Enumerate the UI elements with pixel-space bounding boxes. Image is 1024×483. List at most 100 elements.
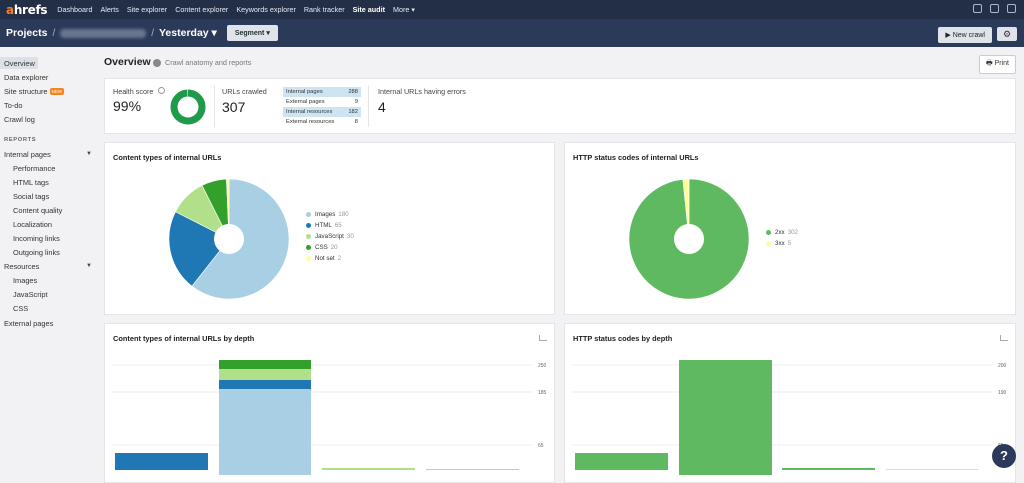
sidebar-item-resources[interactable]: Resources [4, 262, 40, 271]
nav-site-explorer[interactable]: Site explorer [126, 5, 168, 14]
sidebar-item-data-explorer[interactable]: Data explorer [4, 73, 49, 82]
breakdown-row[interactable]: External resources 8 [286, 119, 358, 125]
errors-label: Internal URLs having errors [378, 87, 466, 96]
health-score-value: 99% [113, 98, 142, 114]
bar-depth-3[interactable] [426, 469, 519, 470]
content-types-legend: Images 180 HTML 65 JavaScript 30 CSS 20 Not … [306, 209, 354, 264]
project-bar: Projects / / Yesterday ▾ Segment ▾ [0, 19, 1024, 47]
new-badge: NEW [49, 88, 65, 95]
sidebar-item-css[interactable]: CSS [13, 304, 29, 313]
chevron-down-icon[interactable]: ▼ [86, 263, 92, 269]
bar-chart-icon[interactable] [1000, 335, 1008, 341]
urls-crawled-value: 307 [222, 99, 246, 115]
bar-depth-1-css[interactable] [219, 360, 311, 369]
content-types-slice-html[interactable] [168, 211, 230, 287]
content-types-title: Content types of internal URLs [113, 153, 222, 162]
y-tick: 65 [538, 443, 544, 449]
bar-depth-0[interactable] [575, 453, 668, 470]
help-button[interactable]: ? [992, 444, 1016, 468]
sidebar-item-incoming-links[interactable]: Incoming links [13, 234, 60, 243]
gear-icon[interactable]: ⚙ [997, 27, 1017, 41]
ahrefs-logo[interactable]: ahrefs [6, 2, 48, 17]
health-donut [170, 89, 206, 125]
sidebar-selection [0, 57, 38, 69]
play-icon [153, 58, 161, 67]
y-tick: 185 [538, 390, 547, 396]
nav-site-audit[interactable]: Site audit [352, 5, 385, 14]
urls-crawled-label: URLs crawled [222, 87, 267, 96]
kpi-card [104, 78, 1016, 134]
breadcrumb-projects[interactable]: Projects [6, 27, 48, 39]
window-icon[interactable] [990, 4, 999, 13]
nav-alerts[interactable]: Alerts [100, 5, 119, 14]
period-selector[interactable]: Yesterday ▾ [159, 27, 217, 39]
nav-dashboard[interactable]: Dashboard [57, 5, 93, 14]
new-crawl-button[interactable]: ▶ New crawl [938, 27, 992, 43]
print-button[interactable]: 🖶 Print [979, 55, 1016, 74]
chevron-down-icon[interactable]: ▼ [86, 151, 92, 157]
account-icon[interactable] [1007, 4, 1016, 13]
bar-chart-icon[interactable] [539, 335, 547, 341]
url-breakdown: Internal pages 288 External pages 9 Intern… [283, 87, 361, 127]
legend-item-javascript[interactable]: JavaScript 30 [306, 231, 354, 242]
content-types-hole [214, 224, 244, 254]
bar-depth-1-html[interactable] [219, 380, 311, 389]
sidebar-item-images[interactable]: Images [13, 276, 38, 285]
http-status-pie[interactable] [628, 178, 750, 300]
sidebar-item-html-tags[interactable]: HTML tags [13, 178, 49, 187]
bell-icon[interactable] [973, 4, 982, 13]
http-status-title: HTTP status codes of internal URLs [573, 153, 699, 162]
legend-item-html[interactable]: HTML 65 [306, 220, 354, 231]
legend-item-not-set[interactable]: Not set 2 [306, 253, 354, 264]
sidebar-item-localization[interactable]: Localization [13, 220, 53, 229]
legend-item-3xx[interactable]: 3xx 5 [766, 238, 798, 249]
status-depth-bars: 200 190 65 [572, 360, 1007, 475]
breakdown-row[interactable]: Internal pages 288 [283, 87, 361, 97]
http-status-slice-3xx[interactable] [682, 178, 690, 240]
bar-depth-1-images[interactable] [219, 389, 311, 475]
reports-header: REPORTS [4, 137, 37, 143]
crawl-anatomy-link[interactable]: Crawl anatomy and reports [153, 58, 251, 67]
bar-depth-1-js[interactable] [219, 369, 311, 380]
nav-rank-tracker[interactable]: Rank tracker [303, 5, 345, 14]
bar-depth-2[interactable] [322, 468, 415, 470]
bar-depth-2[interactable] [782, 468, 875, 470]
health-score-label: Health score [113, 87, 154, 96]
sidebar-item-content-quality[interactable]: Content quality [13, 206, 63, 215]
sidebar-item-external-pages[interactable]: External pages [4, 319, 54, 328]
content-types-pie[interactable] [168, 178, 290, 300]
sidebar-item-internal-pages[interactable]: Internal pages [4, 150, 51, 159]
sidebar-item-site-structure[interactable]: Site structure NEW [4, 87, 65, 96]
sidebar-item-overview[interactable]: Overview [4, 59, 35, 68]
nav-more[interactable]: More ▾ [392, 5, 415, 14]
legend-item-images[interactable]: Images 180 [306, 209, 354, 220]
sidebar-item-performance[interactable]: Performance [13, 164, 56, 173]
segment-button[interactable]: Segment ▾ [226, 25, 278, 41]
bar-depth-1[interactable] [679, 360, 772, 475]
sidebar-item-crawl-log[interactable]: Crawl log [4, 115, 35, 124]
project-name-blurred[interactable] [60, 29, 147, 38]
breakdown-row[interactable]: External pages 9 [286, 99, 358, 105]
legend-item-css[interactable]: CSS 20 [306, 242, 354, 253]
info-icon[interactable] [158, 87, 165, 94]
bar-depth-0[interactable] [115, 453, 208, 470]
content-types-slice-not-set[interactable] [226, 178, 230, 240]
sidebar-item-javascript[interactable]: JavaScript [13, 290, 48, 299]
breakdown-row[interactable]: Internal resources 182 [283, 107, 361, 117]
printer-icon: 🖶 [986, 60, 995, 67]
y-tick: 200 [998, 363, 1007, 369]
nav-keywords-explorer[interactable]: Keywords explorer [236, 5, 296, 14]
top-nav: ahrefs Dashboard Alerts Site explorer Co… [0, 0, 1024, 19]
http-status-legend: 2xx 302 3xx 5 [766, 227, 798, 249]
sidebar-item-to-do[interactable]: To-do [4, 101, 23, 110]
y-tick: 190 [998, 390, 1007, 396]
bar-depth-3[interactable] [886, 469, 979, 470]
legend-item-2xx[interactable]: 2xx 302 [766, 227, 798, 238]
sidebar-item-social-tags[interactable]: Social tags [13, 192, 50, 201]
http-status-slice-2xx[interactable] [628, 178, 750, 300]
sidebar-item-outgoing-links[interactable]: Outgoing links [13, 248, 60, 257]
nav-content-explorer[interactable]: Content explorer [175, 5, 229, 14]
status-depth-title: HTTP status codes by depth [573, 334, 673, 343]
http-status-hole [674, 224, 704, 254]
y-tick: 250 [538, 363, 547, 369]
